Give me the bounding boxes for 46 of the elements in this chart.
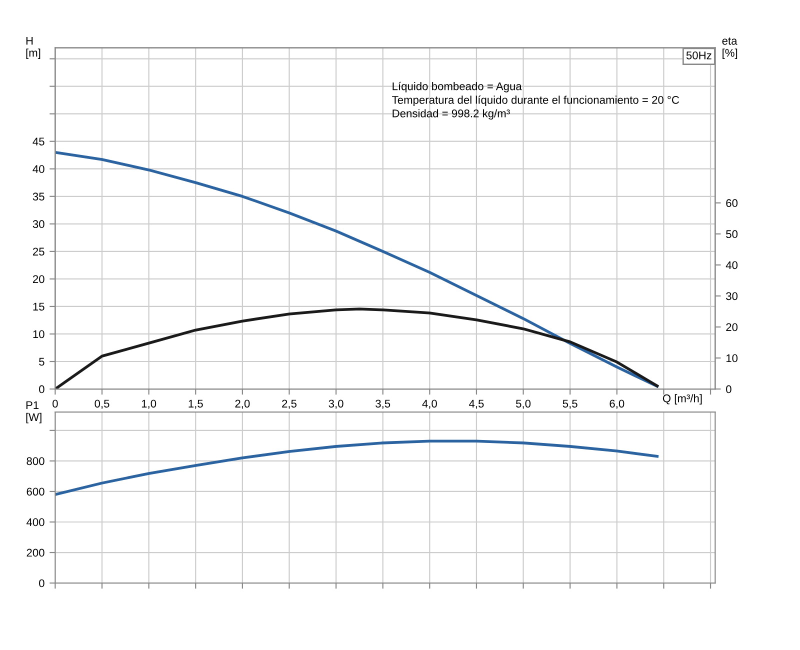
x-tick-label: 3,5 bbox=[376, 400, 390, 409]
line-series bbox=[55, 308, 659, 390]
y-tick-label: 20 bbox=[32, 275, 44, 284]
y2-tick-label: 20 bbox=[726, 323, 738, 332]
y-tick-label: 30 bbox=[32, 220, 44, 228]
annotation: Densidad = 998.2 kg/m³ bbox=[392, 109, 510, 120]
x-tick-label: 0,5 bbox=[94, 400, 110, 409]
x-tick-label: 4,0 bbox=[422, 400, 437, 409]
y-axis-title: P1 [W] bbox=[26, 401, 42, 424]
y-tick-label: 0 bbox=[39, 385, 44, 394]
y-tick-label: 45 bbox=[32, 138, 44, 146]
x-axis-title: Q [m³/h] bbox=[662, 394, 702, 404]
line-series bbox=[55, 440, 659, 496]
y-tick-label: 35 bbox=[32, 192, 44, 201]
y-tick-label: 0 bbox=[39, 579, 44, 588]
y-tick-label: 40 bbox=[32, 165, 44, 173]
y-axis-title: H [m] bbox=[26, 37, 40, 59]
y-tick-label: 15 bbox=[33, 302, 44, 311]
x-tick-label: 1,5 bbox=[188, 400, 203, 409]
x-tick-label: 1,0 bbox=[142, 400, 156, 409]
y-tick-label: 10 bbox=[33, 330, 44, 338]
y2-tick-label: 40 bbox=[726, 261, 738, 270]
x-tick-label: 5,0 bbox=[516, 400, 531, 409]
y2-tick-label: 60 bbox=[726, 199, 738, 208]
y2-tick-label: 10 bbox=[726, 354, 738, 362]
y-tick-label: 400 bbox=[26, 518, 44, 526]
x-tick-label: 6,0 bbox=[610, 400, 624, 409]
x-tick-label: 2,5 bbox=[282, 400, 296, 409]
y-tick-label: 200 bbox=[26, 548, 44, 557]
x-tick-label: 5,5 bbox=[562, 400, 578, 409]
chart-title: 50Hz bbox=[686, 51, 712, 60]
x-tick-label: 4,5 bbox=[469, 400, 484, 409]
y2-tick-label: 30 bbox=[726, 292, 738, 300]
y-tick-label: 600 bbox=[26, 488, 44, 496]
line-series bbox=[55, 150, 659, 388]
annotation: Líquido bombeado = Agua bbox=[392, 82, 522, 92]
y-tick-label: 5 bbox=[39, 358, 44, 366]
annotation: Temperatura del líquido durante el funcionamiento = 20 °C bbox=[392, 96, 680, 106]
y-tick-label: 25 bbox=[32, 248, 44, 256]
x-tick-label: 0 bbox=[52, 400, 58, 408]
y2-tick-label: 50 bbox=[726, 230, 738, 238]
y-tick-label: 800 bbox=[26, 457, 44, 466]
y2-tick-label: 0 bbox=[726, 385, 732, 394]
x-tick-label: 3,0 bbox=[328, 400, 344, 409]
x-tick-label: 2,0 bbox=[235, 400, 250, 409]
y2-axis-title: eta [%] bbox=[722, 37, 738, 59]
